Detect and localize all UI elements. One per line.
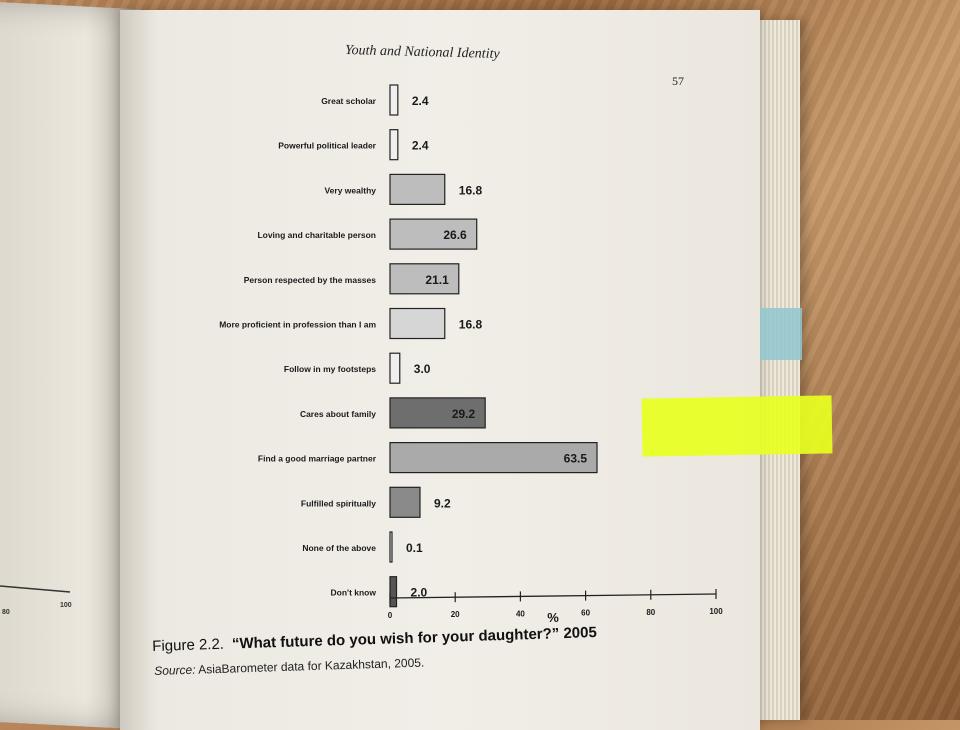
category-label: More proficient in profession than I am xyxy=(219,320,376,330)
yellow-sticky-note xyxy=(641,395,833,457)
category-label: Powerful political leader xyxy=(278,141,376,151)
category-label: Follow in my footsteps xyxy=(284,364,376,374)
category-label: Great scholar xyxy=(321,96,376,106)
bar xyxy=(389,352,401,384)
data-label: 21.1 xyxy=(425,273,449,287)
x-tick-label: 20 xyxy=(451,610,460,619)
x-tick-label: 80 xyxy=(646,608,655,617)
data-label: 2.4 xyxy=(412,94,429,108)
category-label: Don't know xyxy=(331,588,377,598)
x-tick-label: 100 xyxy=(709,607,723,616)
category-label: Fulfilled spiritually xyxy=(301,498,376,508)
left-page-axis: 80 100 xyxy=(0,585,72,616)
left-page-tick-label: 100 xyxy=(60,602,72,609)
right-page xyxy=(120,10,760,730)
bar xyxy=(389,486,421,518)
bar xyxy=(389,218,478,250)
x-axis-line xyxy=(389,593,717,599)
bar xyxy=(389,397,486,429)
data-label: 63.5 xyxy=(564,452,588,466)
data-label: 16.8 xyxy=(459,318,483,332)
left-page-tick-label: 80 xyxy=(2,609,10,616)
bar xyxy=(389,531,393,563)
page-number: 57 xyxy=(672,74,684,88)
category-label: Loving and charitable person xyxy=(257,230,376,240)
category-label: Find a good marriage partner xyxy=(258,454,377,464)
bar xyxy=(389,173,446,205)
data-label: 2.4 xyxy=(412,139,429,153)
bar xyxy=(389,576,398,608)
source-label: Source: xyxy=(154,662,196,678)
data-label: 2.0 xyxy=(411,586,428,600)
data-label: 3.0 xyxy=(414,362,431,376)
data-label: 0.1 xyxy=(406,541,423,555)
bar xyxy=(389,129,399,161)
left-page-axis-line xyxy=(0,585,71,593)
category-label: Very wealthy xyxy=(324,185,376,195)
category-label: None of the above xyxy=(302,543,376,553)
chart-plot-area: Great scholar 2.4 Powerful political leade… xyxy=(219,84,723,625)
data-label: 16.8 xyxy=(459,183,483,197)
data-label: 9.2 xyxy=(434,496,451,510)
data-label: 29.2 xyxy=(452,407,476,421)
x-tick-label: 60 xyxy=(581,609,590,618)
bar xyxy=(389,263,460,295)
x-tick-label: 40 xyxy=(516,609,525,618)
figure-number: Figure 2.2. xyxy=(152,635,225,655)
bar xyxy=(389,84,399,116)
blue-sticky-tab xyxy=(760,308,802,360)
bar xyxy=(389,442,598,474)
x-axis-label: % xyxy=(547,610,559,625)
bar xyxy=(389,307,446,340)
data-label: 26.6 xyxy=(443,228,467,242)
category-label: Person respected by the masses xyxy=(244,275,377,285)
category-label: Cares about family xyxy=(300,409,376,419)
x-tick-label: 0 xyxy=(388,611,393,620)
